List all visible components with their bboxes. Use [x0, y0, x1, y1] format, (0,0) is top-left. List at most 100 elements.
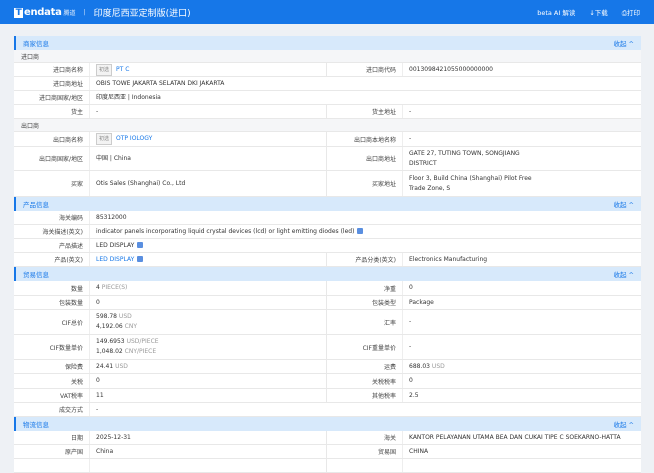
value-line: 2025-12-31	[96, 433, 320, 443]
value-text: indicator panels incorporating liquid cr…	[96, 227, 355, 235]
ai-interpret-button[interactable]: beta AI 解读	[537, 8, 576, 17]
field-cell: 汇率 -	[327, 310, 640, 334]
value-text: 0	[96, 377, 100, 384]
section-header: 商家信息 收起 ^	[14, 36, 641, 50]
value-line: 0	[96, 298, 320, 308]
value-line: OBIS TOWE JAKARTA SELATAN DKI JAKARTA	[96, 79, 635, 89]
value-text: 2025-12-31	[96, 433, 131, 441]
value-line: Package	[409, 298, 634, 308]
value-line: 598.78 USD	[96, 312, 320, 322]
field-label: 其他税率	[327, 389, 403, 402]
value-text: 688.03	[409, 362, 430, 370]
field-cell: 原产国 China	[14, 445, 327, 458]
table-row	[14, 459, 641, 473]
detail-panel: 商家信息 收起 ^ 进口商 进口商名称 初选 PT C 进口商代码 0013098421055…	[14, 36, 641, 473]
table-row: 进口商地址 OBIS TOWE JAKARTA SELATAN DKI JAKAR…	[14, 77, 641, 91]
value-line: Electronics Manufacturing	[409, 255, 634, 265]
section-title: 商家信息	[23, 40, 49, 48]
unit-text: PIECE(S)	[101, 284, 128, 291]
field-label: 买家	[14, 171, 90, 196]
field-value: 2.5	[403, 389, 640, 402]
field-value: OBIS TOWE JAKARTA SELATAN DKI JAKARTA	[90, 77, 641, 90]
section-title: 贸易信息	[23, 271, 49, 279]
translate-icon[interactable]	[137, 242, 144, 248]
unit-text: USD	[431, 362, 445, 370]
field-value: 24.41 USD	[90, 360, 326, 373]
print-button[interactable]: ⎙打印	[621, 8, 640, 17]
collapse-button[interactable]: 收起 ^	[613, 421, 634, 429]
field-value: Package	[403, 296, 640, 309]
value-text: 598.78	[96, 313, 117, 320]
value-line: 中国 | China	[96, 154, 320, 164]
value-text: 149.6953	[96, 338, 125, 345]
field-label: 海关	[327, 431, 403, 444]
collapse-button[interactable]: 收起 ^	[613, 40, 634, 48]
value-text: -	[409, 318, 412, 325]
field-value: 0	[403, 374, 640, 388]
value-text: 印度尼西亚 | Indonesia	[96, 93, 161, 101]
value-text: OBIS TOWE JAKARTA SELATAN DKI JAKARTA	[96, 79, 225, 87]
value-text: 11	[96, 391, 104, 399]
section-title: 物流信息	[23, 421, 49, 429]
value-text[interactable]: PT C	[116, 65, 130, 73]
table-row: 关税 0 关税税率 0	[14, 374, 641, 389]
value-text: China	[96, 447, 114, 455]
field-value: 4 PIECE(S)	[90, 281, 326, 295]
download-button[interactable]: ↓下载	[589, 8, 608, 17]
field-cell: 海关描述(英文) indicator panels incorporating l…	[14, 225, 641, 238]
value-line: Trade Zone, S	[409, 184, 634, 194]
value-line: GATE 27, TUTING TOWN, SONGJIANG	[409, 149, 634, 159]
value-text: 2.5	[409, 391, 419, 399]
unit-text: USD	[118, 313, 132, 320]
value-line: 688.03 USD	[409, 362, 634, 372]
value-line: LED DISPLAY	[96, 241, 635, 251]
field-cell: 产品描述 LED DISPLAY	[14, 239, 641, 252]
field-cell: 货主 -	[14, 105, 327, 118]
value-text: -	[409, 343, 412, 350]
value-text: 0	[96, 298, 100, 306]
field-label: CIF重量单价	[327, 335, 403, 359]
field-cell: VAT税率 11	[14, 389, 327, 402]
field-cell: 进口商名称 初选 PT C	[14, 63, 327, 76]
field-cell: 运费 688.03 USD	[327, 360, 640, 373]
field-value: LED DISPLAY	[90, 253, 326, 266]
field-value: KANTOR PELAYANAN UTAMA BEA DAN CUKAI TIP…	[403, 431, 640, 444]
value-text: GATE 27, TUTING TOWN, SONGJIANG	[409, 149, 520, 157]
field-label: 货主地址	[327, 105, 403, 118]
table-row: CIF数量单价 149.6953 USD/PIECE 1,048.02 CNY/PI…	[14, 335, 641, 360]
translate-icon[interactable]	[137, 256, 144, 262]
value-line: 印度尼西亚 | Indonesia	[96, 93, 635, 103]
field-value: 598.78 USD 4,192.06 CNY	[90, 310, 326, 334]
value-text: LED DISPLAY	[96, 241, 135, 249]
field-value: GATE 27, TUTING TOWN, SONGJIANG DISTRICT	[403, 147, 640, 170]
collapse-button[interactable]: 收起 ^	[613, 271, 634, 279]
field-label: 日期	[14, 431, 90, 444]
value-line: 4,192.06 CNY	[96, 322, 320, 332]
field-cell: 出口商地址 GATE 27, TUTING TOWN, SONGJIANG DIST…	[327, 147, 640, 170]
value-text: -	[409, 107, 412, 115]
value-text[interactable]: LED DISPLAY	[96, 255, 135, 263]
value-text: CHINA	[409, 447, 429, 455]
value-text: Package	[409, 298, 434, 306]
table-row: 海关编码 85312000	[14, 211, 641, 225]
collapse-button[interactable]: 收起 ^	[613, 201, 634, 209]
table-row: 出口商国家/地区 中国 | China 出口商地址 GATE 27, TUTING T…	[14, 147, 641, 171]
value-text[interactable]: OTP IOLOGY	[116, 135, 153, 142]
field-cell: 海关编码 85312000	[14, 211, 641, 224]
field-cell: 数量 4 PIECE(S)	[14, 281, 327, 295]
field-cell: 出口商本地名称 -	[327, 132, 640, 146]
field-label: 净重	[327, 281, 403, 295]
field-label: 出口商本地名称	[327, 132, 403, 146]
value-text: 1,048.02	[96, 348, 123, 355]
field-value: Floor 3, Build China (Shanghai) Pilot Fr…	[403, 171, 640, 196]
field-label: 贸易国	[327, 445, 403, 458]
field-cell: 保险费 24.41 USD	[14, 360, 327, 373]
value-line: 初选 OTP IOLOGY	[96, 133, 320, 145]
table-row: 进口商国家/地区 印度尼西亚 | Indonesia	[14, 91, 641, 105]
logo-sub: 腾道	[63, 9, 76, 17]
value-text: Electronics Manufacturing	[409, 255, 488, 263]
field-value: 11	[90, 389, 326, 402]
field-cell: 出口商名称 初选 OTP IOLOGY	[14, 132, 327, 146]
translate-icon[interactable]	[357, 228, 364, 234]
